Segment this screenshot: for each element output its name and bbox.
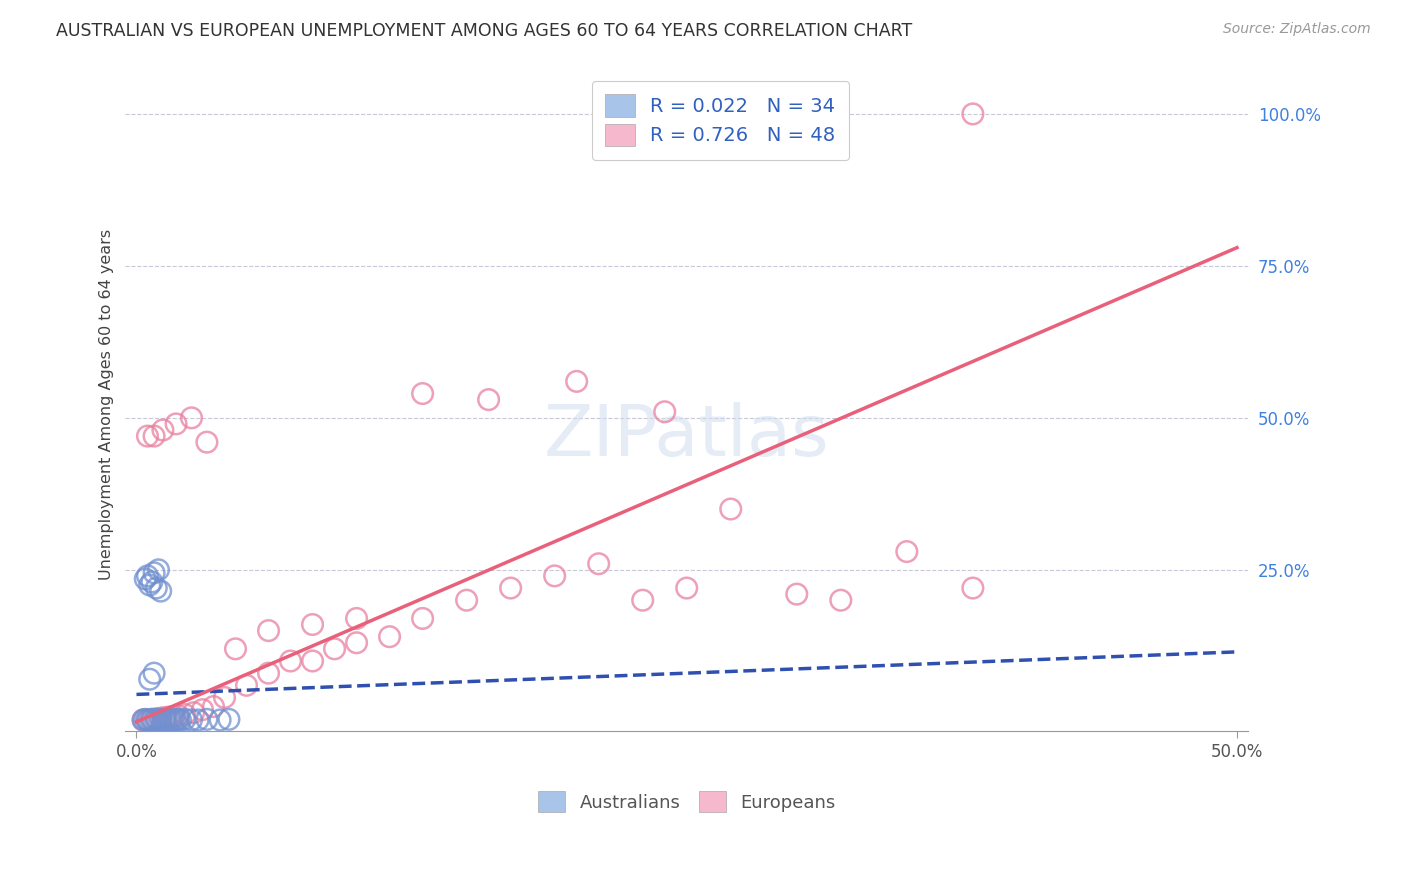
Point: [202, 699, 225, 714]
Point: [138, 672, 160, 686]
Point: [257, 666, 280, 681]
Point: [152, 713, 174, 727]
Point: [134, 712, 156, 726]
Point: [163, 713, 186, 727]
Point: [301, 617, 323, 632]
Point: [257, 624, 280, 638]
Point: [565, 375, 588, 389]
Point: [346, 611, 368, 625]
Point: [160, 712, 183, 726]
Point: [786, 587, 808, 601]
Point: [412, 611, 434, 625]
Point: [153, 713, 176, 727]
Text: ZIPatlas: ZIPatlas: [544, 402, 830, 471]
Point: [543, 569, 565, 583]
Point: [145, 712, 167, 726]
Point: [830, 593, 852, 607]
Point: [174, 712, 197, 726]
Point: [191, 703, 214, 717]
Point: [138, 578, 160, 592]
Y-axis label: Unemployment Among Ages 60 to 64 years: Unemployment Among Ages 60 to 64 years: [100, 228, 114, 580]
Legend: Australians, Europeans: Australians, Europeans: [529, 782, 845, 822]
Point: [145, 581, 167, 595]
Point: [378, 630, 401, 644]
Point: [209, 713, 232, 727]
Point: [187, 713, 209, 727]
Point: [141, 712, 163, 726]
Point: [141, 712, 163, 726]
Point: [145, 712, 167, 726]
Point: [136, 429, 159, 443]
Point: [962, 107, 984, 121]
Point: [163, 709, 186, 723]
Point: [143, 713, 166, 727]
Point: [165, 417, 187, 431]
Point: [148, 563, 170, 577]
Point: [165, 713, 187, 727]
Point: [143, 666, 166, 681]
Point: [134, 572, 156, 586]
Point: [675, 581, 697, 595]
Point: [148, 713, 170, 727]
Point: [225, 641, 247, 656]
Point: [143, 566, 166, 580]
Point: [183, 706, 205, 720]
Point: [180, 410, 202, 425]
Point: [136, 713, 159, 727]
Point: [141, 574, 163, 589]
Point: [132, 713, 155, 727]
Point: [631, 593, 654, 607]
Point: [152, 423, 174, 437]
Point: [456, 593, 478, 607]
Point: [195, 712, 218, 726]
Point: [136, 713, 159, 727]
Point: [654, 405, 676, 419]
Point: [153, 710, 176, 724]
Point: [214, 690, 236, 705]
Point: [235, 678, 257, 692]
Point: [149, 711, 172, 725]
Text: AUSTRALIAN VS EUROPEAN UNEMPLOYMENT AMONG AGES 60 TO 64 YEARS CORRELATION CHART: AUSTRALIAN VS EUROPEAN UNEMPLOYMENT AMON…: [56, 22, 912, 40]
Point: [180, 713, 202, 727]
Point: [136, 569, 159, 583]
Point: [159, 713, 181, 727]
Point: [499, 581, 522, 595]
Point: [143, 429, 166, 443]
Point: [478, 392, 501, 407]
Point: [167, 708, 190, 723]
Point: [280, 654, 302, 668]
Point: [962, 581, 984, 595]
Point: [323, 641, 346, 656]
Point: [174, 707, 197, 722]
Point: [195, 435, 218, 450]
Point: [169, 713, 191, 727]
Point: [588, 557, 610, 571]
Point: [159, 710, 181, 724]
Point: [720, 502, 742, 516]
Point: [346, 636, 368, 650]
Point: [132, 713, 155, 727]
Text: Source: ZipAtlas.com: Source: ZipAtlas.com: [1223, 22, 1371, 37]
Point: [149, 584, 172, 599]
Point: [156, 712, 179, 726]
Point: [138, 713, 160, 727]
Point: [896, 544, 918, 558]
Point: [149, 712, 172, 726]
Point: [218, 712, 240, 726]
Point: [301, 654, 323, 668]
Point: [167, 712, 190, 726]
Point: [412, 386, 434, 401]
